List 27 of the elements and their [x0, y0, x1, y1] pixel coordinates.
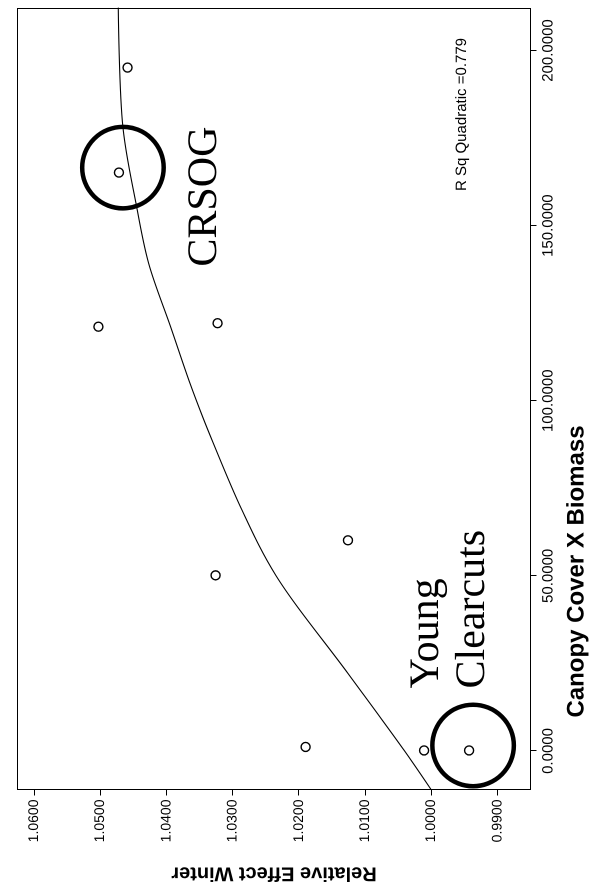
point [418, 745, 430, 756]
point [122, 62, 133, 73]
point [300, 742, 311, 752]
x-tick-label: 1.0400 [157, 799, 174, 842]
x-tick-label: 1.0300 [224, 799, 240, 842]
y-tick-label: 150.0000 [540, 194, 556, 257]
point [212, 318, 223, 328]
point [464, 745, 474, 756]
annotation: Young Clearcuts [402, 530, 494, 688]
x-tick-label: 1.0100 [356, 799, 372, 842]
annotation: R Sq Quadratic =0.779 [453, 38, 470, 191]
point [93, 322, 104, 332]
x-axis-title: Relative Effect Winter [171, 862, 377, 884]
y-tick-label: 0.0000 [540, 728, 556, 774]
y-tick-label: 200.0000 [540, 19, 556, 82]
annotation: CRSOG [180, 126, 226, 267]
y-axis-title: Canopy Cover X Biomass [562, 425, 590, 718]
x-tick-label: 0.9900 [488, 799, 504, 842]
x-tick-label: 1.0600 [25, 799, 42, 842]
point [342, 535, 354, 546]
x-tick-label: 1.0000 [422, 799, 438, 842]
x-tick-label: 1.0200 [290, 799, 306, 842]
y-tick-label: 50.0000 [540, 548, 556, 603]
point [114, 167, 124, 178]
point [210, 570, 221, 581]
x-tick-label: 1.0500 [91, 799, 108, 842]
y-tick-label: 100.0000 [540, 369, 556, 432]
